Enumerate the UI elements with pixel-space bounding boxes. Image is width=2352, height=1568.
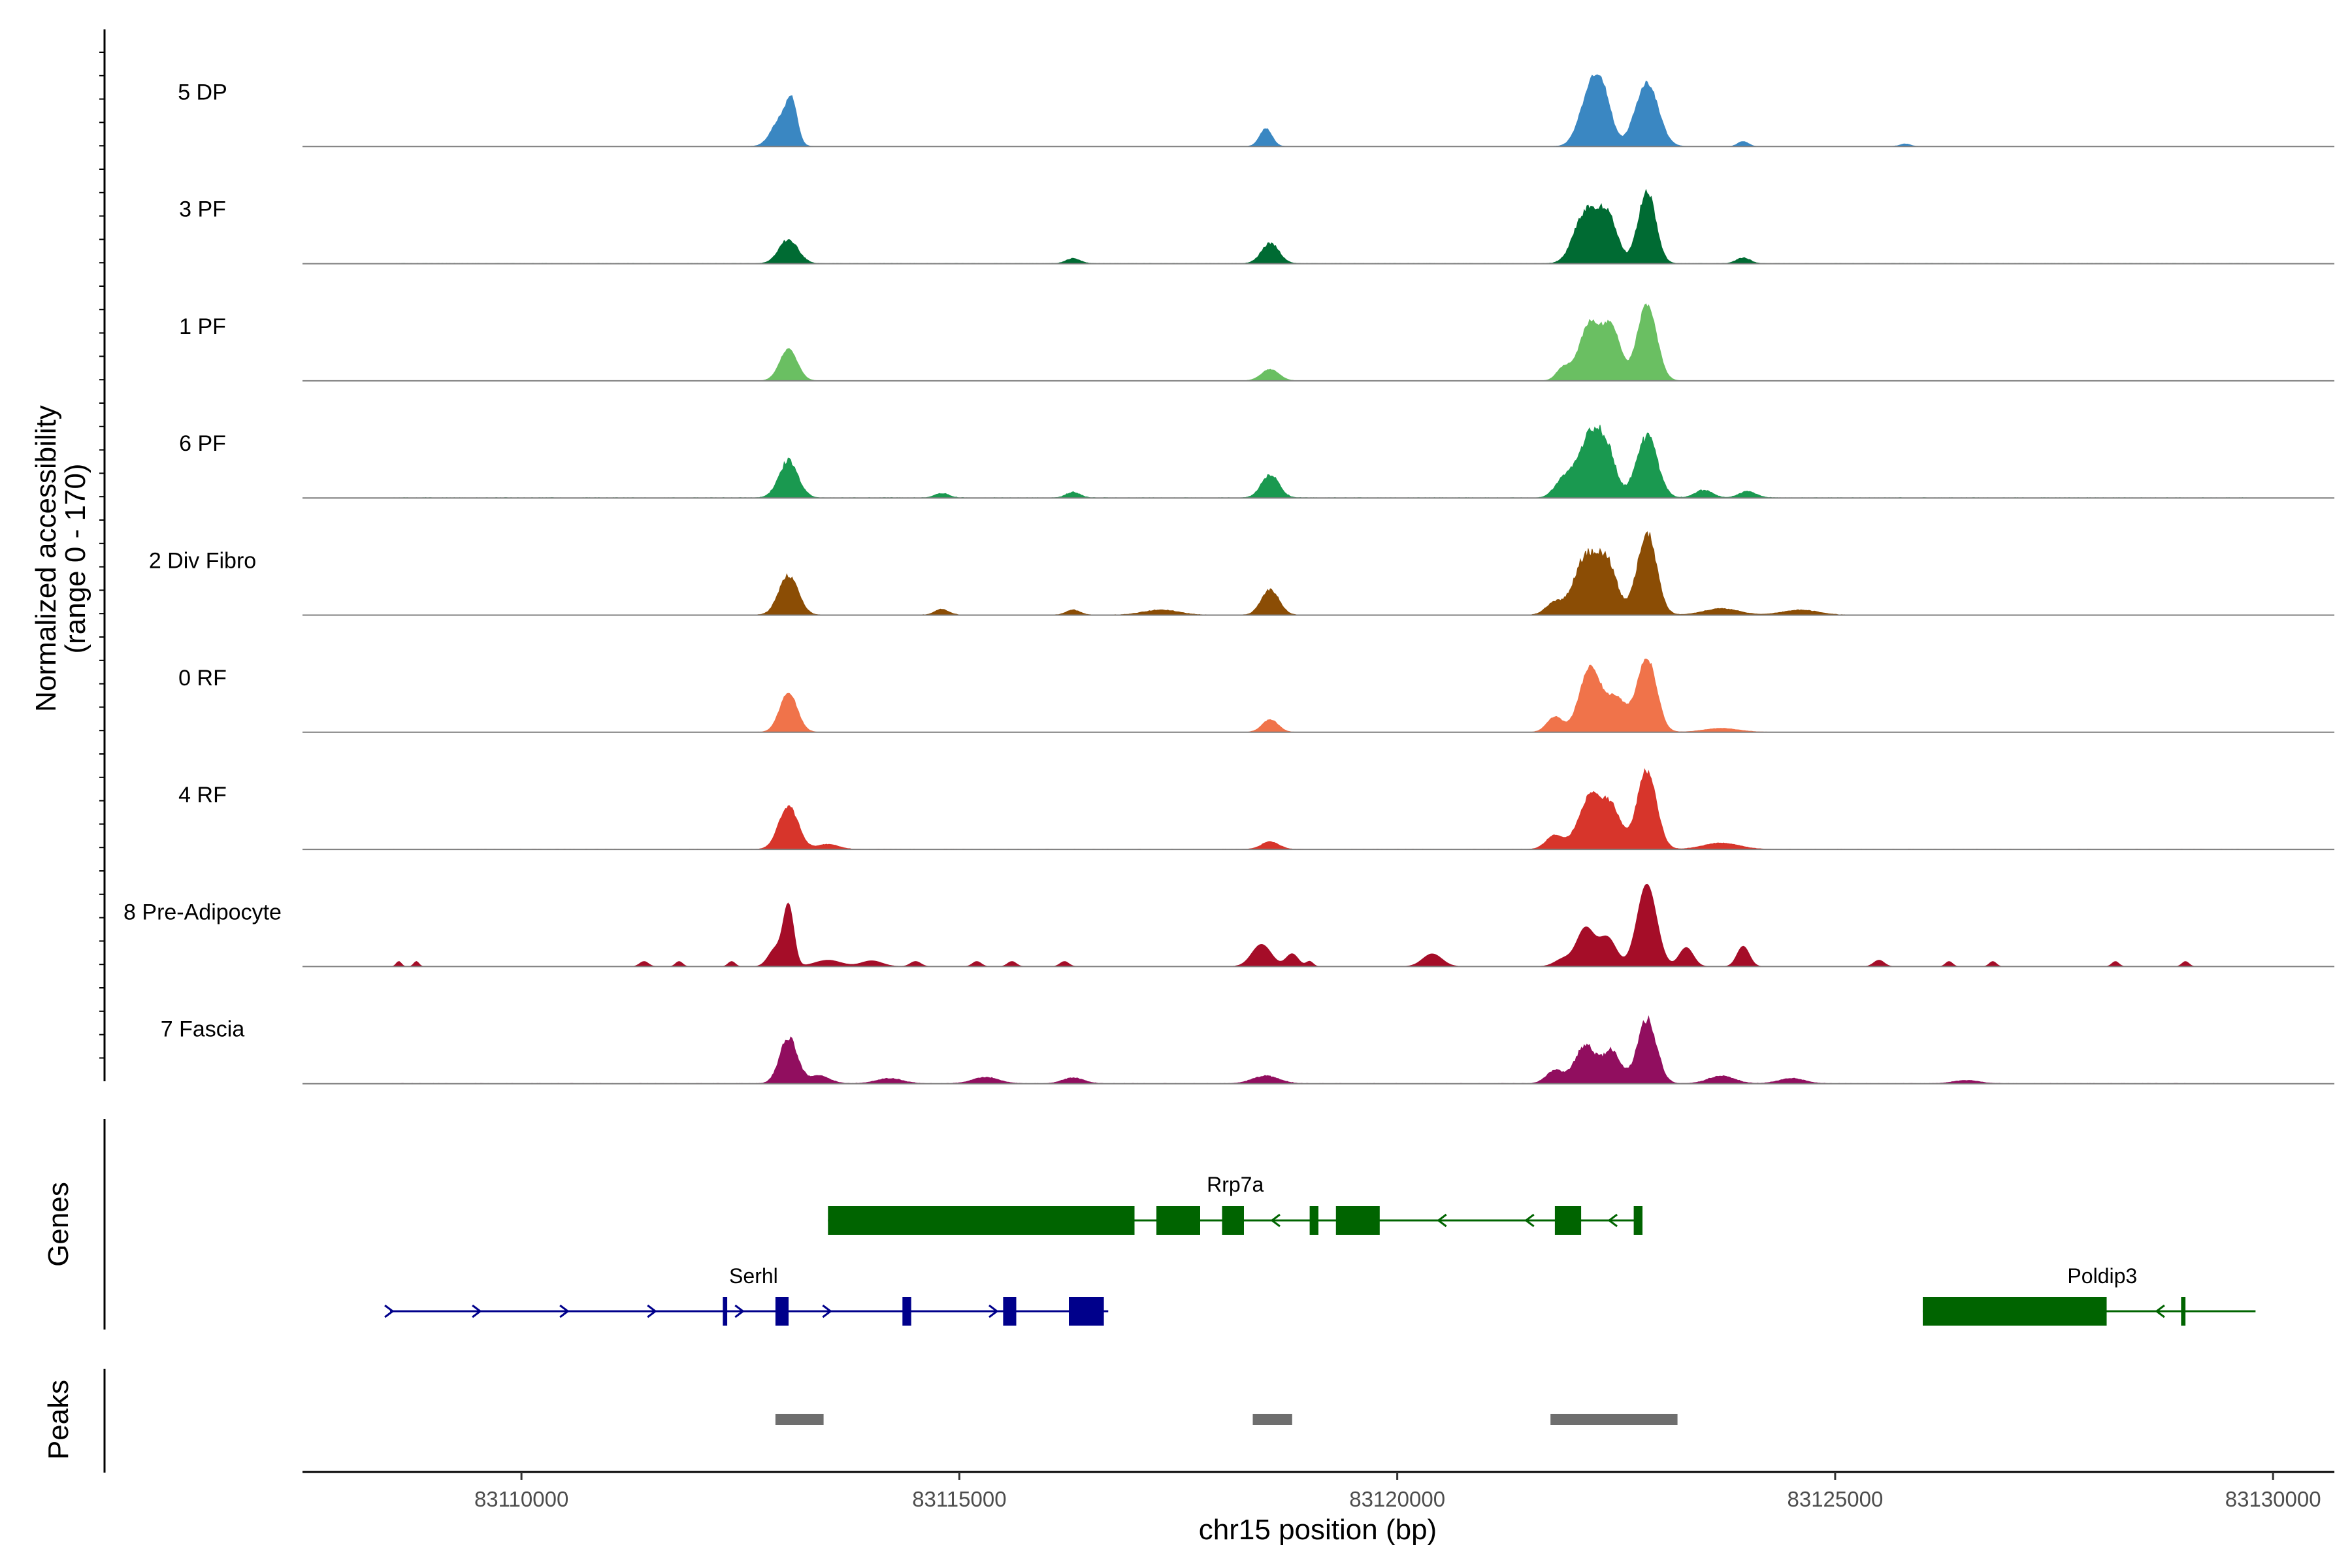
gene-model: Rrp7a xyxy=(828,1173,1642,1235)
track-label: 3 PF xyxy=(179,197,226,222)
gene-model: Poldip3 xyxy=(1922,1264,2256,1326)
y-axis-title-line2: (range 0 - 170) xyxy=(59,463,91,653)
coverage-area xyxy=(390,531,2247,616)
track-label: 5 DP xyxy=(178,80,227,105)
coverage-area xyxy=(389,188,2248,265)
strand-arrow xyxy=(647,1304,657,1318)
strand-arrow xyxy=(734,1304,745,1318)
gene-annotations: Rrp7a Serhl Poldip3 xyxy=(384,1173,2256,1326)
track-label: 8 Pre-Adipocyte xyxy=(123,900,282,924)
gene-model: Serhl xyxy=(384,1264,1109,1326)
gene-exon xyxy=(1156,1206,1200,1235)
x-tick-label: 83110000 xyxy=(474,1487,568,1511)
peak-region-bar xyxy=(775,1414,824,1425)
coverage-y-ticks xyxy=(99,52,105,1059)
gene-exon xyxy=(1923,1297,2107,1326)
strand-arrow xyxy=(822,1304,832,1318)
strand-arrow xyxy=(1607,1213,1618,1228)
peak-region-bar xyxy=(1252,1414,1292,1425)
x-tick-label: 83115000 xyxy=(912,1487,1006,1511)
gene-label: Rrp7a xyxy=(1207,1173,1264,1196)
coverage-area xyxy=(389,768,2247,850)
coverage-area xyxy=(389,74,2247,147)
strand-arrow xyxy=(2155,1304,2165,1318)
gene-label: Serhl xyxy=(729,1264,778,1288)
x-axis-title: chr15 position (bp) xyxy=(1199,1514,1437,1546)
gene-exon xyxy=(1003,1297,1017,1326)
gene-exon xyxy=(1309,1206,1318,1235)
gene-exon xyxy=(1335,1206,1380,1235)
track-label: 0 RF xyxy=(178,666,227,691)
x-tick-label: 83120000 xyxy=(1349,1487,1445,1511)
gene-exon xyxy=(1069,1297,1104,1326)
strand-arrow xyxy=(384,1304,395,1318)
coverage-area xyxy=(389,425,2247,498)
coverage-area xyxy=(389,1015,2230,1085)
strand-arrow xyxy=(988,1304,999,1318)
track-label: 2 Div Fibro xyxy=(149,549,256,574)
peak-region-bar xyxy=(1550,1414,1678,1425)
genes-panel-title: Genes xyxy=(42,1182,74,1267)
coverage-area xyxy=(389,659,2247,733)
y-axis-title-line1: Normalized accessibility xyxy=(30,405,62,711)
x-axis-ticks: 83110000 83115000 83120000 83125000 83130000 xyxy=(474,1472,2321,1511)
gene-exon xyxy=(775,1297,789,1326)
peak-regions xyxy=(775,1414,1678,1425)
track-labels: 5 DP 3 PF 1 PF 6 PF 2 Div Fibro 0 RF 4 RF 8 Pre… xyxy=(123,80,282,1041)
coverage-tracks xyxy=(302,74,2334,1085)
gene-label: Poldip3 xyxy=(2067,1264,2137,1288)
gene-exon xyxy=(902,1297,911,1326)
track-label: 4 RF xyxy=(178,783,227,808)
x-tick-label: 83125000 xyxy=(1787,1487,1883,1511)
gene-exon xyxy=(723,1297,728,1326)
coverage-area xyxy=(389,303,2247,382)
gene-exon xyxy=(1222,1206,1244,1235)
gene-exon xyxy=(2181,1297,2186,1326)
track-label: 6 PF xyxy=(179,431,226,456)
x-tick-label: 83130000 xyxy=(2225,1487,2321,1511)
strand-arrow xyxy=(1270,1213,1281,1228)
gene-exon xyxy=(828,1206,1135,1235)
gene-exon xyxy=(1554,1206,1582,1235)
strand-arrow xyxy=(1437,1213,1447,1228)
coverage-area xyxy=(390,883,2230,967)
track-label: 7 Fascia xyxy=(161,1017,245,1042)
gene-exon xyxy=(1633,1206,1642,1235)
strand-arrow xyxy=(1524,1213,1535,1228)
peaks-panel-title: Peaks xyxy=(42,1380,74,1460)
strand-arrow xyxy=(559,1304,570,1318)
strand-arrow xyxy=(472,1304,482,1318)
track-label: 1 PF xyxy=(179,314,226,339)
